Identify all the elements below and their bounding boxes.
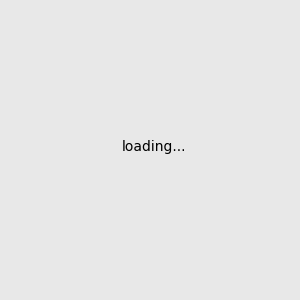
Text: loading...: loading... [122,140,186,154]
